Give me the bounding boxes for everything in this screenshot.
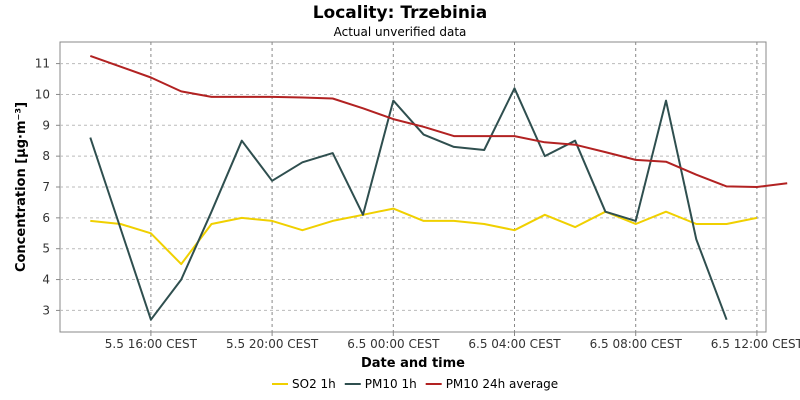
y-tick-label: 9 <box>42 118 50 132</box>
x-tick-label: 6.5 00:00 CEST <box>347 337 440 351</box>
y-tick-label: 7 <box>42 180 50 194</box>
x-tick-label: 5.5 20:00 CEST <box>226 337 319 351</box>
y-tick-label: 6 <box>42 211 50 225</box>
y-tick-label: 10 <box>35 87 50 101</box>
legend-label: PM10 24h average <box>446 377 559 391</box>
y-tick-label: 5 <box>42 242 50 256</box>
x-tick-label: 6.5 12:00 CEST <box>711 337 800 351</box>
x-axis-ticks: 5.5 16:00 CEST 5.5 20:00 CEST 6.5 00:00 CE… <box>105 332 800 351</box>
legend-item-pm10-24h-average: PM10 24h average <box>425 377 559 391</box>
x-tick-label: 6.5 04:00 CEST <box>468 337 561 351</box>
chart-subtitle: Actual unverified data <box>334 25 467 39</box>
x-axis-label: Date and time <box>361 356 465 371</box>
legend-item-pm10-1h: PM10 1h <box>344 377 417 391</box>
y-tick-label: 4 <box>42 273 50 287</box>
y-axis-ticks: 3 4 5 6 7 8 9 10 11 <box>35 57 60 317</box>
legend: SO2 1h PM10 1h PM10 24h average <box>272 377 558 391</box>
x-tick-label: 6.5 08:00 CEST <box>590 337 683 351</box>
chart-title: Locality: Trzebinia <box>313 3 488 23</box>
legend-label: SO2 1h <box>292 377 336 391</box>
legend-label: PM10 1h <box>365 377 417 391</box>
x-tick-label: 5.5 16:00 CEST <box>105 337 198 351</box>
legend-item-so2-1h: SO2 1h <box>272 377 336 391</box>
y-tick-label: 8 <box>42 149 50 163</box>
series-line-pm10-1h <box>89 87 728 321</box>
series-line-pm10-24h-average <box>89 54 788 188</box>
series-layer <box>89 54 788 321</box>
series-line-so2-1h <box>90 207 758 266</box>
y-tick-label: 3 <box>42 303 50 317</box>
y-tick-label: 11 <box>35 57 50 71</box>
y-axis-label: Concentration [µg·m⁻³] <box>14 102 29 272</box>
